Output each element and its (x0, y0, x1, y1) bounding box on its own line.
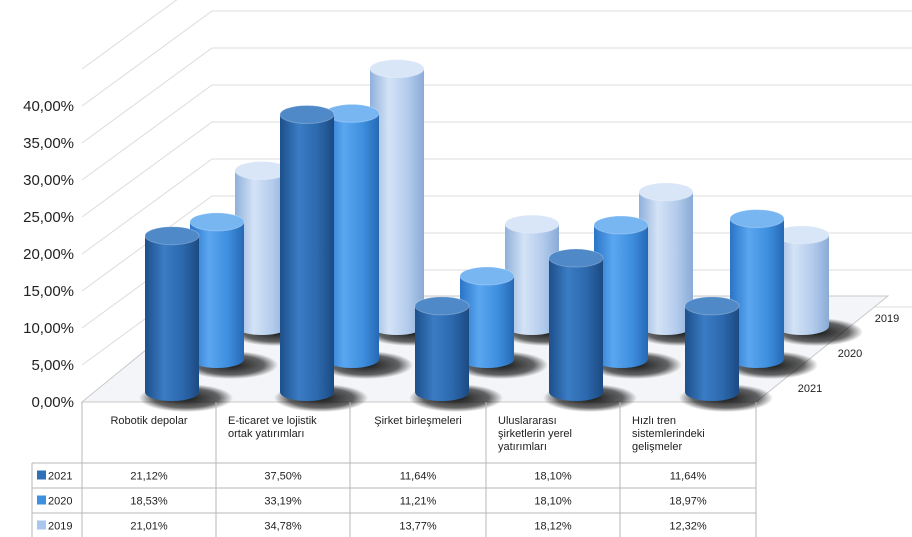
table-cell: 18,97% (669, 496, 707, 508)
category-label: Uluslararası (498, 415, 557, 427)
y-axis: 0,00% 5,00% 10,00% 15,00% 20,00% 25,00% 30,00%… (23, 98, 74, 411)
y-tick-label: 25,00% (23, 209, 74, 226)
bar-body (145, 235, 199, 401)
bar-body (235, 170, 289, 335)
bar (139, 226, 233, 412)
bar-top (189, 212, 245, 232)
y-tick-label: 30,00% (23, 172, 74, 189)
y-tick-label: 40,00% (23, 98, 74, 115)
bar (769, 225, 863, 346)
legend-swatch (37, 470, 46, 480)
bar-body (730, 218, 784, 368)
bar-top (414, 296, 470, 316)
table-cell: 18,10% (534, 496, 572, 508)
legend-swatch (37, 495, 46, 505)
bar-top (548, 248, 604, 268)
bar (679, 296, 773, 412)
bar-body (280, 114, 334, 401)
bar-top (684, 296, 740, 316)
gridline (81, 10, 912, 107)
bar-body (775, 234, 829, 335)
category-label: E-ticaret ve lojistik (228, 415, 317, 427)
bar (724, 209, 818, 379)
depth-label: 2019 (875, 313, 899, 325)
y-tick-label: 0,00% (31, 394, 74, 411)
table-cell: 12,32% (669, 521, 707, 533)
bar (319, 103, 413, 379)
category-label: yatırımları (498, 441, 547, 453)
table-cell: 13,77% (399, 521, 437, 533)
bar-body (549, 258, 603, 401)
table-cell: 34,78% (264, 521, 302, 533)
bar (184, 212, 278, 379)
gridline (81, 121, 912, 218)
gridline (81, 47, 912, 144)
bar-top (593, 215, 649, 235)
table-cell: 21,12% (130, 471, 168, 483)
bar-top (279, 105, 335, 124)
legend-swatch (37, 520, 46, 530)
table-cell: 11,64% (670, 471, 707, 483)
y-tick-label: 10,00% (23, 320, 74, 337)
bar-top (369, 59, 425, 79)
bar (364, 59, 458, 346)
bar (409, 296, 503, 412)
y-tick-label: 35,00% (23, 135, 74, 152)
table-cell: 33,19% (264, 496, 302, 508)
legend-label: 2019 (48, 521, 72, 533)
y-tick-label: 5,00% (31, 357, 74, 374)
y-tick-label: 15,00% (23, 283, 74, 300)
bar-top (729, 209, 785, 229)
bar-top (638, 182, 694, 202)
gridlines (81, 0, 912, 403)
table-cell: 11,21% (400, 496, 437, 508)
bar (588, 215, 682, 379)
depth-label: 2021 (798, 383, 822, 395)
table-cell: 18,10% (534, 471, 572, 483)
depth-label: 2020 (838, 348, 862, 360)
bar-body (370, 68, 424, 336)
bar-top (459, 266, 515, 286)
bar-body (460, 276, 514, 368)
category-label: şirketlerin yerel (498, 428, 572, 440)
bar-body (190, 221, 244, 368)
gridline (81, 84, 912, 181)
category-label: gelişmeler (632, 441, 682, 453)
bar-body (594, 225, 648, 368)
bar-top (504, 214, 560, 234)
bar-body (505, 224, 559, 335)
bar (454, 266, 548, 379)
table-cell: 21,01% (130, 521, 168, 533)
bar (274, 105, 368, 412)
bar-body (639, 191, 693, 335)
table-cell: 18,12% (534, 521, 572, 533)
table-cell: 11,64% (400, 471, 437, 483)
legend-label: 2021 (48, 471, 72, 483)
category-label: ortak yatırımları (228, 428, 304, 440)
y-tick-label: 20,00% (23, 246, 74, 263)
legend-label: 2020 (48, 496, 72, 508)
table-cell: 37,50% (264, 471, 302, 483)
category-label: Robotik depolar (110, 415, 187, 427)
bar-series (139, 59, 863, 412)
bar-body (325, 113, 379, 368)
bar-body (685, 305, 739, 401)
table-cell: 18,53% (130, 496, 168, 508)
depth-axis: 2021 2020 2019 (798, 313, 899, 395)
gridline (81, 158, 912, 255)
category-label: Şirket birleşmeleri (374, 415, 461, 427)
bar-top (144, 226, 200, 246)
data-table: Robotik depolar E-ticaret ve lojistikorta… (31, 402, 757, 537)
category-label: Hızlı tren (632, 415, 676, 427)
gridline (81, 0, 178, 70)
bar (543, 248, 637, 412)
bar-body (415, 305, 469, 401)
category-label: sistemlerindeki (632, 428, 705, 440)
